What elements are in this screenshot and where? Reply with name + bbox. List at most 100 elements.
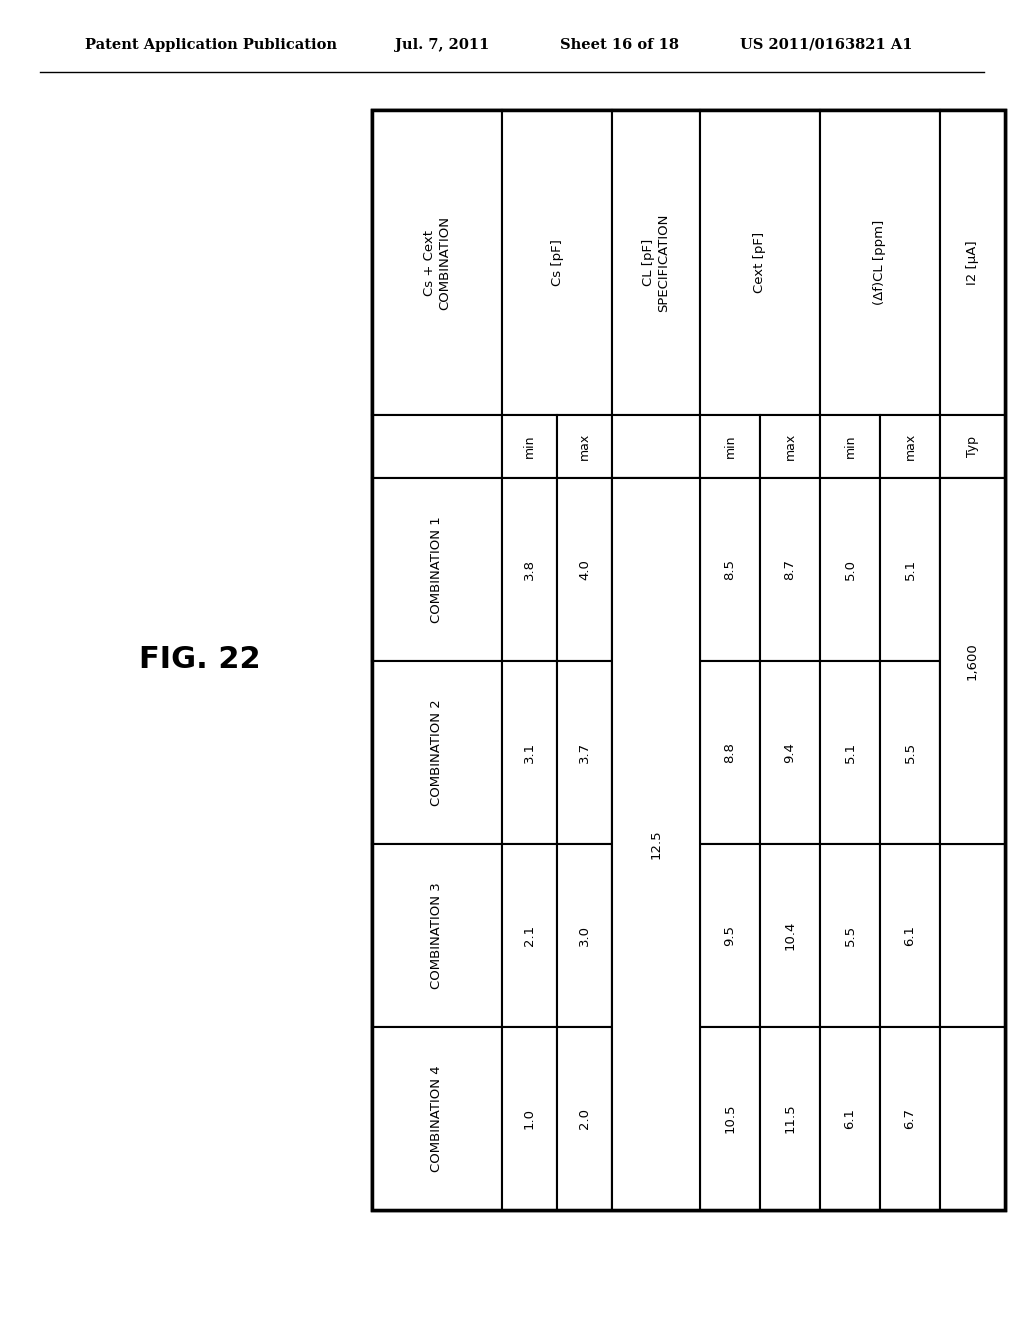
Text: min: min [523, 434, 536, 458]
Bar [940, 478, 1005, 661]
Bar [612, 110, 700, 414]
Text: 2.0: 2.0 [578, 1107, 591, 1129]
Bar [372, 1027, 502, 1210]
Bar [700, 414, 760, 478]
Text: 10.4: 10.4 [783, 921, 797, 950]
Bar [372, 843, 502, 1027]
Bar [557, 1027, 612, 1210]
Bar [820, 1027, 880, 1210]
Text: max: max [578, 433, 591, 461]
Text: CL [pF]
SPECIFICATION: CL [pF] SPECIFICATION [642, 214, 670, 312]
Text: 4.0: 4.0 [578, 560, 591, 579]
Bar [372, 110, 1005, 1210]
Bar [820, 110, 940, 414]
Bar [700, 110, 820, 414]
Bar [760, 1027, 820, 1210]
Text: Cext [pF]: Cext [pF] [754, 232, 767, 293]
Bar [940, 1027, 1005, 1210]
Text: max: max [903, 433, 916, 461]
Text: 12.5: 12.5 [649, 829, 663, 859]
Bar [557, 661, 612, 843]
Text: Jul. 7, 2011: Jul. 7, 2011 [395, 38, 489, 51]
Bar [760, 414, 820, 478]
Text: 5.5: 5.5 [844, 925, 856, 946]
Text: 5.0: 5.0 [844, 558, 856, 579]
Bar [700, 661, 760, 843]
Bar [820, 843, 880, 1027]
Text: 1.0: 1.0 [523, 1107, 536, 1129]
Text: 5.1: 5.1 [903, 558, 916, 579]
Text: 10.5: 10.5 [724, 1104, 736, 1134]
Bar [502, 478, 557, 661]
Bar [612, 414, 700, 478]
Text: COMBINATION 2: COMBINATION 2 [430, 700, 443, 807]
Bar [940, 478, 1005, 843]
Bar [502, 1027, 557, 1210]
Bar [940, 843, 1005, 1027]
Bar [940, 414, 1005, 478]
Text: 3.7: 3.7 [578, 742, 591, 763]
Text: 11.5: 11.5 [783, 1104, 797, 1134]
Bar [760, 478, 820, 661]
Bar [820, 478, 880, 661]
Bar [880, 478, 940, 661]
Bar [820, 414, 880, 478]
Text: 3.8: 3.8 [523, 558, 536, 579]
Text: 5.5: 5.5 [903, 742, 916, 763]
Bar [612, 478, 700, 661]
Bar [700, 1027, 760, 1210]
Bar [502, 843, 557, 1027]
Bar [372, 414, 502, 478]
Text: 1,600: 1,600 [966, 642, 979, 680]
Text: Patent Application Publication: Patent Application Publication [85, 38, 337, 51]
Text: 3.1: 3.1 [523, 742, 536, 763]
Bar [612, 1027, 700, 1210]
Bar [502, 110, 612, 414]
Bar [612, 661, 700, 843]
Text: 8.8: 8.8 [724, 742, 736, 763]
Bar [700, 478, 760, 661]
Text: COMBINATION 4: COMBINATION 4 [430, 1065, 443, 1172]
Text: 9.5: 9.5 [724, 925, 736, 946]
Bar [880, 414, 940, 478]
Bar [557, 478, 612, 661]
Bar [820, 661, 880, 843]
Bar [760, 661, 820, 843]
Text: (Δf)CL [ppm]: (Δf)CL [ppm] [873, 220, 887, 305]
Bar [372, 110, 1005, 1210]
Bar [372, 478, 502, 661]
Text: 8.7: 8.7 [783, 558, 797, 579]
Bar [372, 661, 502, 843]
Bar [760, 843, 820, 1027]
Text: 9.4: 9.4 [783, 742, 797, 763]
Text: 2.1: 2.1 [523, 925, 536, 946]
Text: min: min [724, 434, 736, 458]
Text: Sheet 16 of 18: Sheet 16 of 18 [560, 38, 679, 51]
Bar [372, 110, 502, 414]
Bar [557, 414, 612, 478]
Bar [880, 843, 940, 1027]
Bar [940, 661, 1005, 843]
Bar [502, 414, 557, 478]
Text: Typ: Typ [966, 436, 979, 457]
Bar [557, 843, 612, 1027]
Text: 6.1: 6.1 [903, 925, 916, 946]
Text: Cs + Cext
COMBINATION: Cs + Cext COMBINATION [423, 215, 451, 309]
Text: 6.1: 6.1 [844, 1107, 856, 1129]
Text: Cs [pF]: Cs [pF] [551, 239, 563, 286]
Bar [612, 843, 700, 1027]
Text: 6.7: 6.7 [903, 1107, 916, 1129]
Text: COMBINATION 1: COMBINATION 1 [430, 516, 443, 623]
Text: COMBINATION 3: COMBINATION 3 [430, 882, 443, 989]
Bar [502, 661, 557, 843]
Bar [612, 478, 700, 1210]
Text: I2 [μA]: I2 [μA] [966, 240, 979, 285]
Text: min: min [844, 434, 856, 458]
Text: max: max [783, 433, 797, 461]
Text: US 2011/0163821 A1: US 2011/0163821 A1 [740, 38, 912, 51]
Bar [940, 110, 1005, 414]
Bar [880, 1027, 940, 1210]
Bar [700, 843, 760, 1027]
Text: 3.0: 3.0 [578, 925, 591, 946]
Text: 8.5: 8.5 [724, 558, 736, 579]
